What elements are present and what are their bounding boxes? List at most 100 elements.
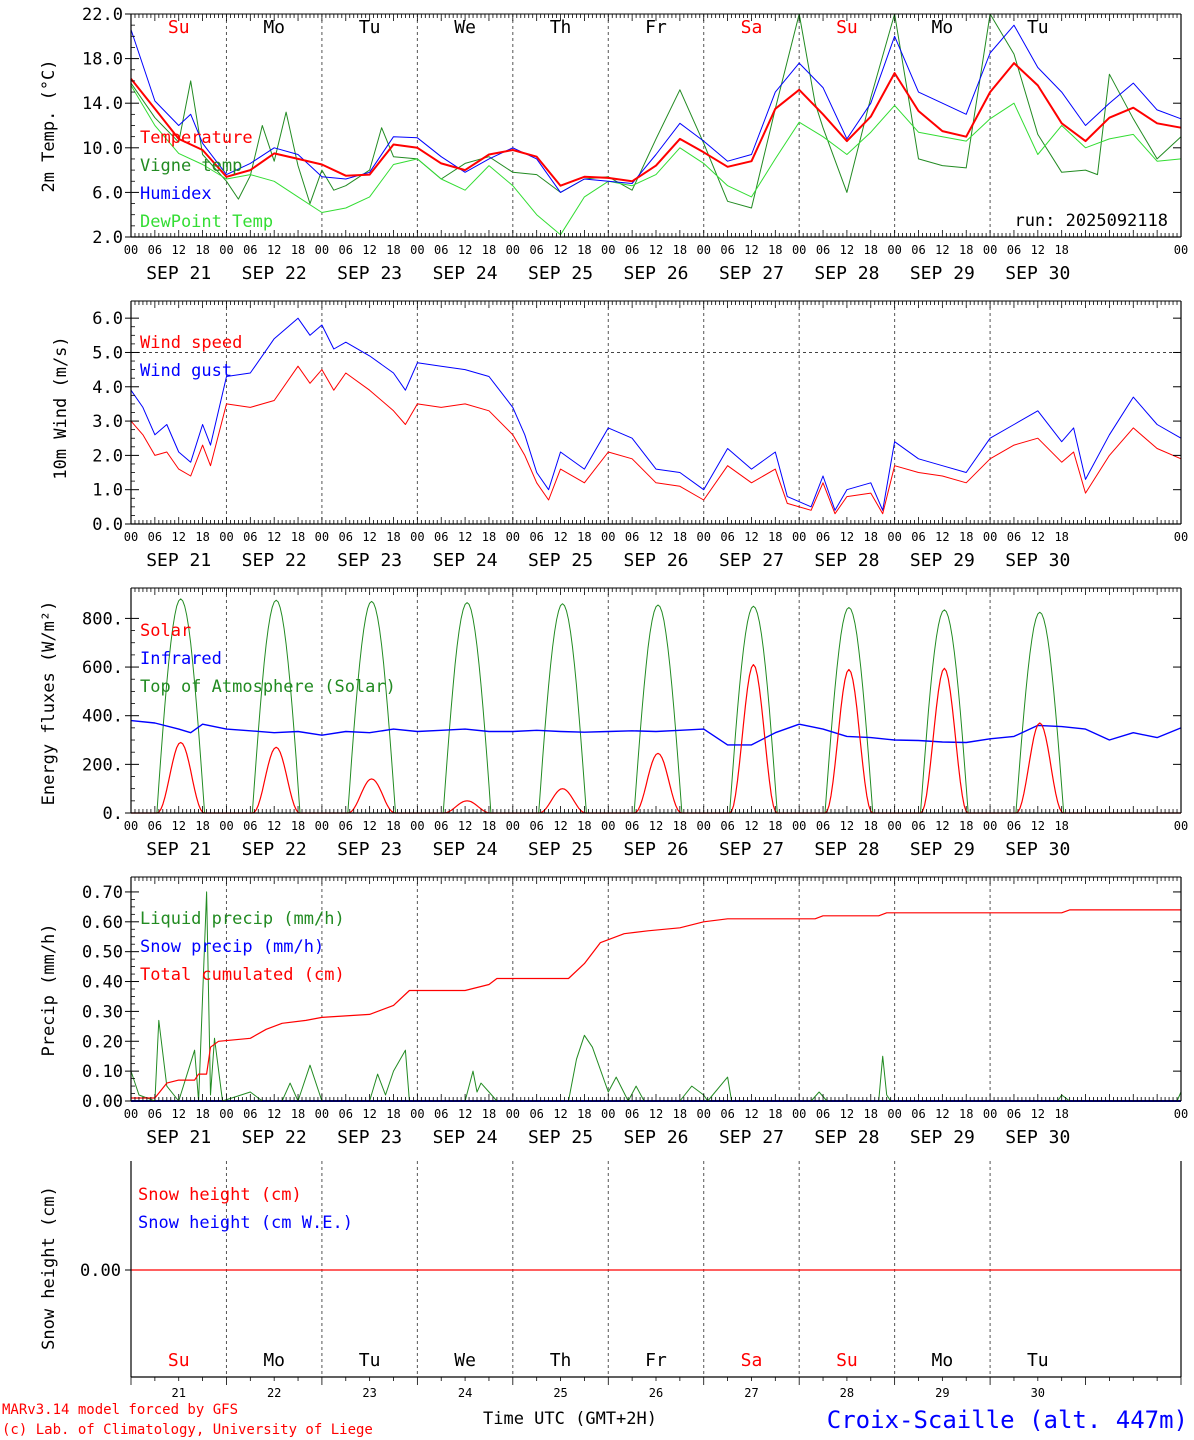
date-label: SEP 24 [433, 1127, 498, 1148]
y-tick-label: 10.0 [82, 139, 123, 159]
hour-tick-label: 00 [410, 530, 424, 544]
hour-tick-label: 18 [291, 1107, 305, 1121]
hour-tick-label: 18 [577, 1107, 591, 1121]
day-of-week-label: We [454, 1350, 476, 1371]
date-label: SEP 23 [337, 263, 402, 284]
date-label: SEP 28 [814, 550, 879, 571]
hour-tick-label: 06 [148, 1107, 162, 1121]
date-label: SEP 24 [433, 839, 498, 860]
hour-tick-label: 06 [529, 1107, 543, 1121]
hour-tick-label: 00 [1174, 819, 1188, 833]
hour-tick-label: 00 [601, 530, 615, 544]
date-label: SEP 25 [528, 839, 593, 860]
day-number-label: 22 [267, 1386, 281, 1400]
hour-tick-label: 18 [482, 1107, 496, 1121]
day-of-week-label: Mo [932, 1350, 954, 1371]
hour-tick-label: 00 [315, 819, 329, 833]
hour-tick-label: 00 [219, 1107, 233, 1121]
hour-tick-label: 00 [506, 819, 520, 833]
date-label: SEP 30 [1005, 1127, 1070, 1148]
hour-tick-label: 12 [267, 530, 281, 544]
date-label: SEP 21 [146, 263, 211, 284]
hour-tick-label: 00 [506, 243, 520, 257]
hour-tick-label: 06 [434, 819, 448, 833]
hour-tick-label: 00 [1174, 530, 1188, 544]
date-label: SEP 26 [623, 263, 688, 284]
hour-tick-label: 00 [124, 1107, 138, 1121]
hour-tick-label: 06 [911, 243, 925, 257]
legend-snow-height: Snow height (cm) [138, 1185, 302, 1205]
day-of-week-label: Tu [359, 17, 381, 38]
hour-tick-label: 06 [816, 819, 830, 833]
day-of-week-label: Mo [932, 17, 954, 38]
hour-tick-label: 18 [959, 1107, 973, 1121]
date-label: SEP 23 [337, 550, 402, 571]
lab-credit: (c) Lab. of Climatology, University of L… [2, 1422, 373, 1438]
hour-tick-label: 18 [673, 243, 687, 257]
hour-tick-label: 06 [625, 530, 639, 544]
legend-liquid-precip: Liquid precip (mm/h) [140, 909, 345, 929]
hour-tick-label: 18 [768, 1107, 782, 1121]
y-tick-label: 22.0 [82, 5, 123, 25]
hour-tick-label: 12 [362, 530, 376, 544]
hour-tick-label: 12 [458, 243, 472, 257]
hour-tick-label: 12 [935, 819, 949, 833]
date-label: SEP 26 [623, 1127, 688, 1148]
day-number-label: 24 [458, 1386, 472, 1400]
energy-y-label: Energy fluxes (W/m²) [39, 601, 59, 806]
day-number-label: 30 [1031, 1386, 1045, 1400]
hour-tick-label: 12 [458, 819, 472, 833]
hour-tick-label: 06 [243, 243, 257, 257]
hour-tick-label: 18 [1054, 530, 1068, 544]
y-tick-label: 0.40 [82, 973, 123, 993]
hour-tick-label: 00 [697, 530, 711, 544]
hour-tick-label: 18 [959, 530, 973, 544]
day-of-week-label: Su [168, 1350, 190, 1371]
snow-y-ticks: 0.00 [80, 1261, 131, 1281]
y-tick-label: 0.00 [80, 1261, 121, 1281]
hour-tick-label: 18 [291, 530, 305, 544]
hour-tick-label: 12 [553, 530, 567, 544]
hour-tick-label: 06 [625, 243, 639, 257]
hour-tick-label: 18 [577, 819, 591, 833]
hour-tick-label: 18 [1054, 819, 1068, 833]
legend-snow-precip: Snow precip (mm/h) [140, 937, 324, 957]
legend-infrared: Infrared [140, 649, 222, 669]
precip-panel: 0.00 0.10 0.20 0.30 0.40 0.50 0.60 0.70 00 06 12 1… [39, 876, 1188, 1148]
day-of-week-label: Mo [263, 17, 285, 38]
temperature-lines [130, 13, 1182, 236]
hour-tick-label: 06 [720, 530, 734, 544]
day-of-week-label: Tu [1027, 1350, 1049, 1371]
hour-tick-label: 00 [983, 1107, 997, 1121]
wind-y-label: 10m Wind (m/s) [51, 336, 71, 479]
hour-tick-label: 00 [410, 1107, 424, 1121]
hour-tick-label: 12 [840, 819, 854, 833]
hour-tick-label: 18 [386, 819, 400, 833]
energy-y-ticks: 0. 200. 400. 600. 800. [82, 609, 1181, 824]
hour-tick-label: 12 [458, 1107, 472, 1121]
hour-tick-label: 12 [553, 243, 567, 257]
snow-y-label: Snow height (cm) [39, 1186, 59, 1350]
hour-tick-label: 00 [315, 243, 329, 257]
energy-day-separators [225, 588, 991, 813]
hour-tick-label: 12 [458, 530, 472, 544]
hour-tick-label: 18 [482, 243, 496, 257]
date-label: SEP 27 [719, 1127, 784, 1148]
hour-tick-label: 12 [1031, 530, 1045, 544]
hour-tick-label: 12 [935, 243, 949, 257]
hour-tick-label: 12 [840, 243, 854, 257]
hour-tick-label: 12 [553, 1107, 567, 1121]
date-label: SEP 24 [433, 263, 498, 284]
hour-tick-label: 18 [768, 530, 782, 544]
y-tick-label: 600. [82, 658, 123, 678]
legend-wind-gust: Wind gust [140, 361, 232, 381]
day-of-week-label: Fr [645, 1350, 667, 1371]
hour-tick-label: 12 [172, 1107, 186, 1121]
day-number-label: 21 [172, 1386, 186, 1400]
day-number-label: 26 [649, 1386, 663, 1400]
hour-tick-label: 18 [864, 1107, 878, 1121]
hour-tick-label: 00 [315, 530, 329, 544]
hour-tick-label: 18 [577, 243, 591, 257]
snow-x-axis: 21 22 23 24 25 26 27 28 29 30 [172, 1386, 1046, 1400]
hour-tick-label: 06 [1007, 530, 1021, 544]
